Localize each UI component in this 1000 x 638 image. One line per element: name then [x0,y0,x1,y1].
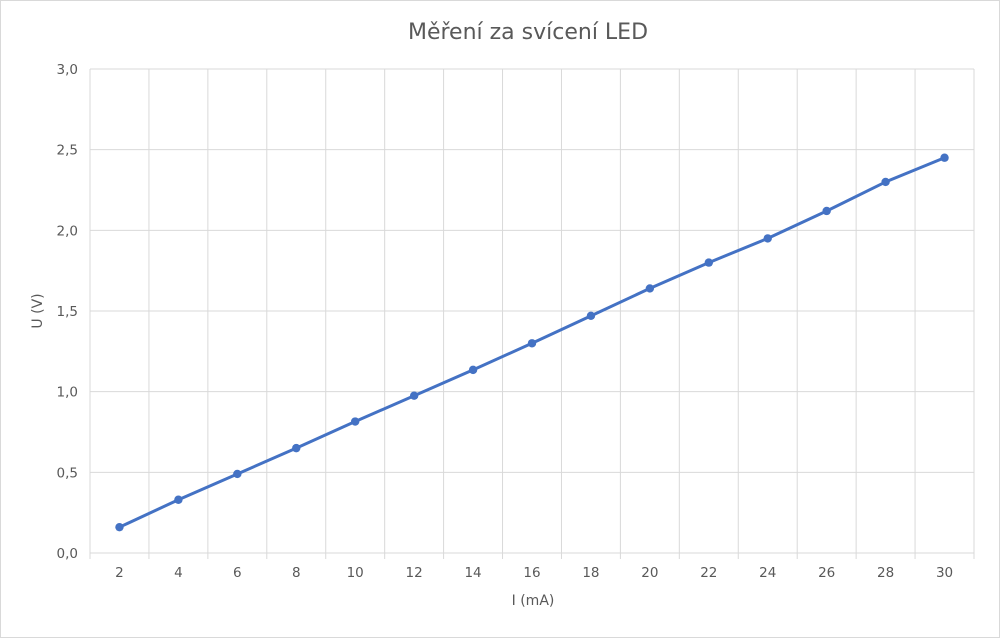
x-tick-label: 26 [818,565,835,581]
data-point [468,365,478,375]
y-tick-label: 0,0 [57,546,78,562]
x-tick-label: 4 [174,565,183,581]
x-tick-label: 14 [464,565,481,581]
data-point [351,417,360,426]
x-tick-label: 10 [347,565,364,581]
chart-title: Měření za svícení LED [408,20,648,45]
data-point [115,522,124,532]
x-tick-label: 6 [233,565,242,581]
x-tick-label: 18 [582,565,599,581]
y-tick-label: 2,5 [57,143,78,159]
data-point [940,153,949,162]
data-point [645,284,655,293]
y-tick-label: 3,0 [57,62,78,78]
tick-labels: 0,00,51,01,52,02,53,02 4 6 8 10 12 14 16 18 20 22 2… [57,62,954,581]
x-tick-label: 16 [523,565,540,581]
x-tick-label: 28 [877,565,894,581]
data-point [586,311,596,321]
y-tick-label: 0,5 [57,465,78,481]
y-tick-label: 1,0 [57,385,78,401]
x-tick-label: 20 [641,565,658,581]
x-tick-label: 2 [115,565,124,581]
data-point [881,177,890,187]
data-point [704,258,713,267]
data-point [822,206,831,216]
x-tick-label: 8 [292,565,301,581]
data-point [174,495,183,504]
data-point [233,469,242,479]
x-tick-label: 24 [759,565,776,581]
y-tick-label: 2,0 [57,223,78,239]
data-point [763,234,772,243]
x-tick-label: 12 [406,565,423,581]
data-point [527,339,537,348]
x-tick-label: 30 [936,565,953,581]
y-axis-title: U (V) [30,293,46,328]
series-layer [115,153,949,532]
y-tick-label: 1,5 [57,304,78,320]
data-point [409,391,419,400]
gridlines [89,68,975,559]
x-tick-label: 22 [700,565,717,581]
data-point [292,443,301,453]
x-axis-title: I (mA) [512,593,555,609]
